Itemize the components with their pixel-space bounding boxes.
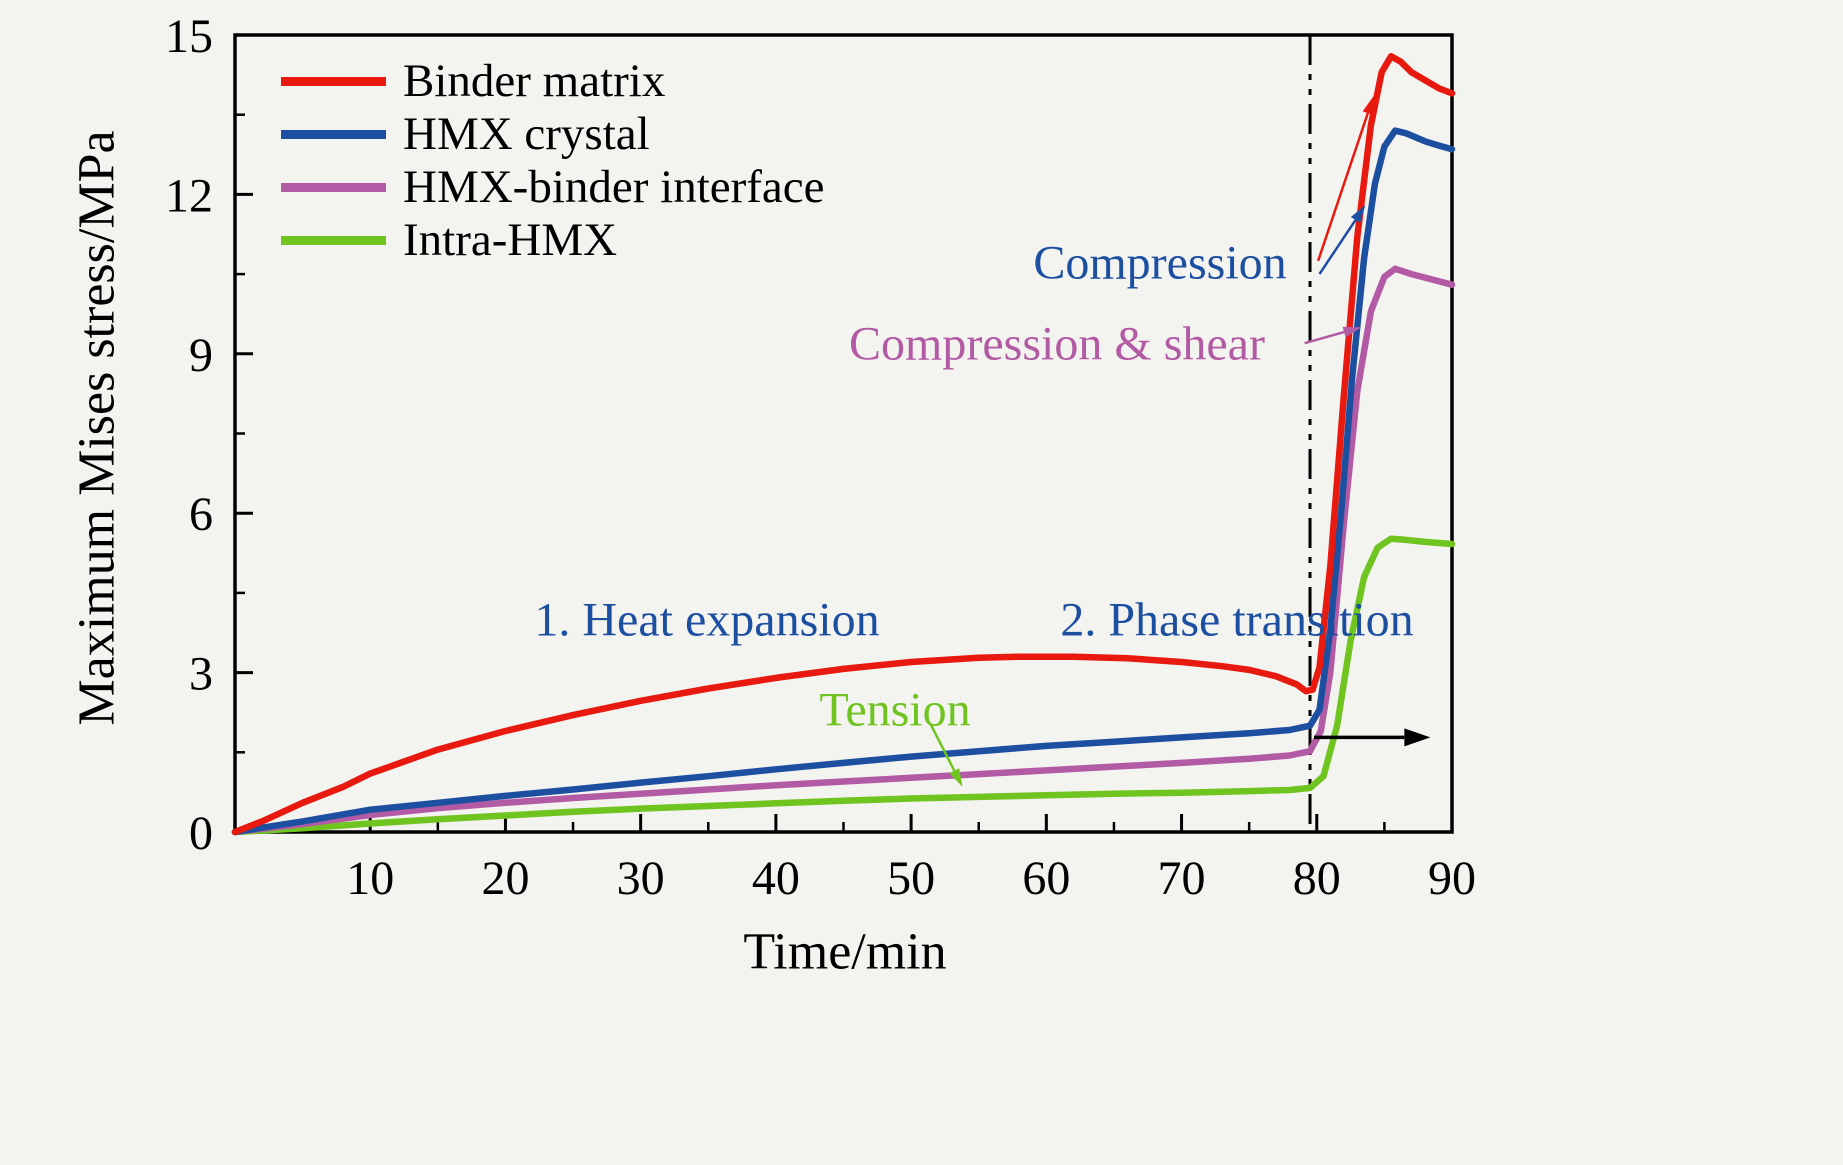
annotation-phase-transition: 2. Phase transition bbox=[1060, 593, 1414, 647]
svg-text:90: 90 bbox=[1428, 852, 1476, 905]
legend-label-hmx-crystal: HMX crystal bbox=[403, 107, 650, 160]
svg-text:30: 30 bbox=[617, 852, 665, 905]
svg-text:15: 15 bbox=[165, 10, 213, 63]
annotation-compression-shear: Compression & shear bbox=[849, 317, 1265, 371]
legend-item-binder-matrix: Binder matrix bbox=[281, 56, 825, 106]
legend-label-intra-hmx: Intra-HMX bbox=[403, 213, 618, 266]
svg-text:40: 40 bbox=[752, 852, 800, 905]
legend-label-hmx-binder-interface: HMX-binder interface bbox=[403, 160, 825, 213]
x-axis-title: Time/min bbox=[743, 923, 947, 981]
svg-text:70: 70 bbox=[1158, 852, 1206, 905]
legend-item-hmx-crystal: HMX crystal bbox=[281, 109, 825, 159]
series-line-hmx-binder-interface bbox=[231, 265, 1456, 836]
annotation-compression: Compression bbox=[1033, 236, 1287, 290]
svg-text:6: 6 bbox=[189, 488, 213, 541]
series-line-hmx-crystal bbox=[231, 127, 1456, 836]
legend-swatch-binder-matrix bbox=[281, 76, 386, 86]
svg-text:60: 60 bbox=[1022, 852, 1070, 905]
svg-text:3: 3 bbox=[189, 648, 213, 701]
chart-legend: Binder matrix HMX crystal HMX-binder int… bbox=[281, 56, 825, 265]
y-axis-title: Maximum Mises stress/MPa bbox=[68, 130, 126, 726]
svg-text:20: 20 bbox=[481, 852, 529, 905]
legend-item-intra-hmx: Intra-HMX bbox=[281, 215, 825, 265]
legend-item-hmx-binder-interface: HMX-binder interface bbox=[281, 162, 825, 212]
series-line-binder-matrix bbox=[231, 53, 1456, 836]
legend-swatch-intra-hmx bbox=[281, 235, 386, 245]
svg-text:50: 50 bbox=[887, 852, 935, 905]
svg-text:10: 10 bbox=[346, 852, 394, 905]
legend-swatch-hmx-crystal bbox=[281, 129, 386, 139]
svg-text:80: 80 bbox=[1293, 852, 1341, 905]
legend-swatch-hmx-binder-interface bbox=[281, 182, 386, 192]
svg-text:12: 12 bbox=[165, 169, 213, 222]
series-line-intra-hmx bbox=[231, 535, 1456, 836]
svg-text:9: 9 bbox=[189, 329, 213, 382]
svg-text:0: 0 bbox=[189, 807, 213, 860]
annotation-heat-expansion: 1. Heat expansion bbox=[534, 593, 880, 647]
legend-label-binder-matrix: Binder matrix bbox=[403, 54, 666, 107]
annotation-tension: Tension bbox=[819, 683, 971, 737]
